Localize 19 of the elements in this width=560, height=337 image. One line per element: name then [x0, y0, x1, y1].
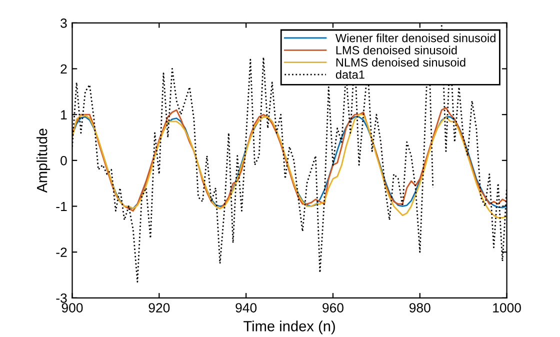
- y-tick-label: 1: [61, 110, 67, 120]
- x-tick-label: 940: [236, 303, 257, 312]
- x-tick-label: 920: [148, 303, 170, 312]
- y-tick-label: -1: [56, 202, 67, 212]
- x-tick-label: 1000: [493, 303, 521, 312]
- legend-label: Wiener filter denoised sinusoid: [335, 34, 496, 42]
- y-tick-label: -2: [56, 248, 67, 257]
- y-tick-label: -3: [56, 293, 67, 303]
- legend-label: LMS denoised sinusoid: [336, 46, 457, 54]
- y-axis-title: Amplitude: [36, 128, 50, 193]
- y-tick-label: 3: [60, 18, 67, 28]
- x-tick-label: 960: [322, 303, 344, 312]
- legend-label: NLMS denoised sinusoid: [336, 58, 466, 67]
- x-tick-label: 900: [62, 303, 83, 312]
- y-tick-label: 0: [60, 156, 67, 166]
- y-tick-label: 2: [60, 64, 67, 74]
- x-tick-label: 980: [410, 303, 430, 312]
- x-axis-title: Time index (n): [244, 320, 335, 334]
- legend-label: data1: [336, 70, 364, 79]
